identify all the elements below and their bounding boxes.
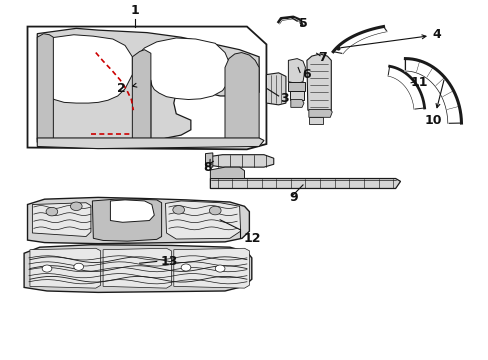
Polygon shape xyxy=(92,199,161,241)
Text: 1: 1 xyxy=(130,4,139,17)
Text: 6: 6 xyxy=(302,68,310,81)
Circle shape xyxy=(42,265,52,272)
Polygon shape xyxy=(308,117,322,125)
Polygon shape xyxy=(306,54,330,113)
Polygon shape xyxy=(210,179,400,189)
Polygon shape xyxy=(38,35,132,139)
Polygon shape xyxy=(266,73,285,105)
Polygon shape xyxy=(205,153,212,167)
Polygon shape xyxy=(289,91,304,99)
Polygon shape xyxy=(210,167,244,179)
Polygon shape xyxy=(110,200,154,222)
Circle shape xyxy=(74,263,83,270)
Polygon shape xyxy=(27,197,249,244)
Text: 11: 11 xyxy=(409,76,427,89)
Polygon shape xyxy=(137,38,229,139)
Polygon shape xyxy=(173,248,249,288)
Text: 7: 7 xyxy=(318,51,326,64)
Polygon shape xyxy=(132,50,151,139)
Polygon shape xyxy=(224,53,259,139)
Circle shape xyxy=(46,207,58,216)
Polygon shape xyxy=(165,201,240,239)
Polygon shape xyxy=(24,245,251,292)
Polygon shape xyxy=(288,82,305,91)
Text: 9: 9 xyxy=(288,191,297,204)
Polygon shape xyxy=(27,27,266,149)
Text: 4: 4 xyxy=(340,28,441,48)
Polygon shape xyxy=(37,138,264,149)
Text: 13: 13 xyxy=(160,255,178,268)
Circle shape xyxy=(215,265,224,272)
Text: 8: 8 xyxy=(203,159,213,174)
Polygon shape xyxy=(30,248,101,288)
Text: 5: 5 xyxy=(298,17,307,30)
Polygon shape xyxy=(290,99,304,107)
Polygon shape xyxy=(210,155,273,167)
Text: 10: 10 xyxy=(424,80,443,127)
Polygon shape xyxy=(308,109,331,117)
Circle shape xyxy=(181,264,190,271)
Circle shape xyxy=(70,202,82,211)
Text: 12: 12 xyxy=(243,232,261,245)
Polygon shape xyxy=(103,248,171,288)
Text: 2: 2 xyxy=(117,82,137,95)
Circle shape xyxy=(172,206,184,214)
Circle shape xyxy=(209,206,221,215)
Polygon shape xyxy=(288,59,305,84)
Polygon shape xyxy=(37,34,53,139)
Text: 3: 3 xyxy=(280,92,289,105)
Polygon shape xyxy=(37,28,259,142)
Polygon shape xyxy=(32,203,91,237)
